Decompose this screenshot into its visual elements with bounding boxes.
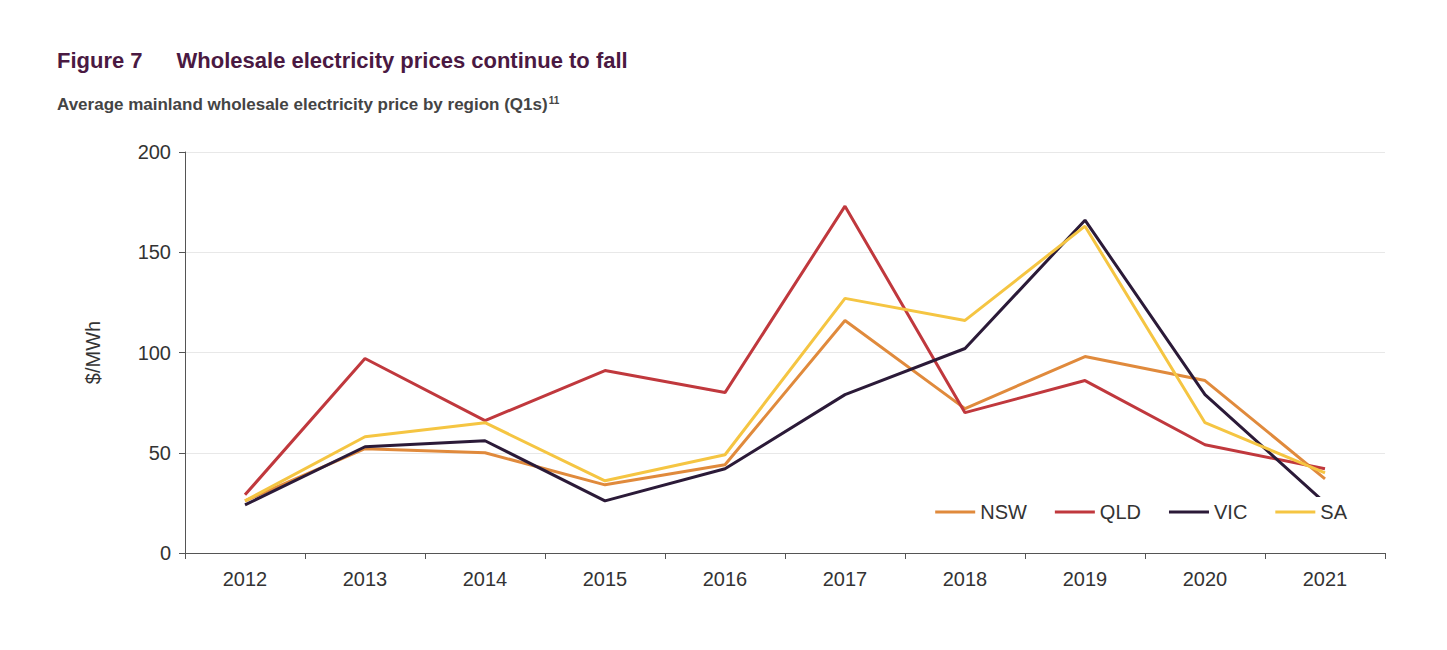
svg-text:2021: 2021 [1303, 568, 1348, 590]
svg-text:2020: 2020 [1183, 568, 1228, 590]
svg-text:2012: 2012 [223, 568, 268, 590]
svg-text:150: 150 [138, 241, 171, 263]
svg-text:VIC: VIC [1214, 501, 1247, 523]
svg-text:2019: 2019 [1063, 568, 1108, 590]
svg-text:100: 100 [138, 342, 171, 364]
svg-text:2018: 2018 [943, 568, 988, 590]
svg-text:2015: 2015 [583, 568, 628, 590]
svg-text:200: 200 [138, 141, 171, 163]
svg-text:Average mainland wholesale ele: Average mainland wholesale electricity p… [57, 95, 548, 114]
svg-text:11: 11 [549, 95, 560, 106]
svg-text:Wholesale electricity prices c: Wholesale electricity prices continue to… [177, 48, 628, 73]
svg-text:NSW: NSW [980, 501, 1027, 523]
svg-text:2014: 2014 [463, 568, 508, 590]
svg-text:50: 50 [149, 442, 171, 464]
svg-text:2017: 2017 [823, 568, 868, 590]
svg-text:2013: 2013 [343, 568, 388, 590]
svg-text:2016: 2016 [703, 568, 748, 590]
svg-text:0: 0 [160, 542, 171, 564]
svg-text:Figure 7: Figure 7 [57, 48, 143, 73]
svg-text:SA: SA [1320, 501, 1347, 523]
svg-text:QLD: QLD [1100, 501, 1141, 523]
svg-text:$/MWh: $/MWh [82, 321, 104, 384]
